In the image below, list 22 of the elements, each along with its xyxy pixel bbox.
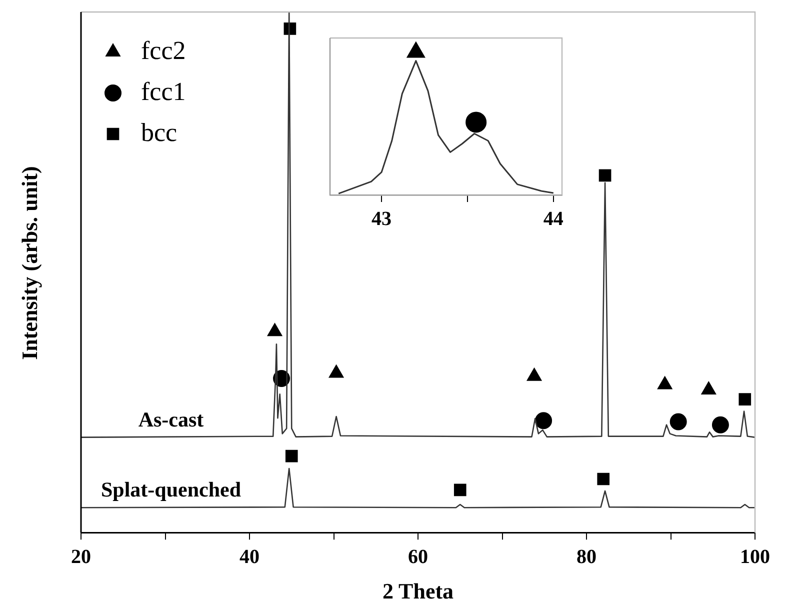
legend-label: fcc1: [141, 76, 186, 106]
series-label: Splat-quenched: [100, 478, 242, 502]
x-tick-label: 43: [372, 208, 392, 230]
x-tick-label: 44: [543, 208, 564, 230]
series-label: As-cast: [138, 407, 204, 432]
legend-label: bcc: [141, 118, 178, 147]
point: [285, 450, 298, 462]
point: [738, 393, 752, 406]
y-axis-title: Intensity (arbs. unit): [17, 165, 43, 362]
x-axis-title: 2 Theta: [382, 578, 454, 604]
point: [454, 484, 466, 496]
x-tick-label: 20: [71, 546, 91, 568]
point: [598, 169, 612, 182]
point: [670, 413, 687, 430]
x-tick-label: 80: [576, 546, 596, 568]
x-tick-label: 100: [740, 546, 770, 568]
point: [535, 412, 552, 430]
x-tick-label: 60: [408, 546, 428, 568]
legend-label: fcc2: [141, 36, 186, 65]
point: [597, 472, 610, 486]
x-tick-label: 40: [240, 546, 260, 568]
point: [712, 416, 729, 434]
